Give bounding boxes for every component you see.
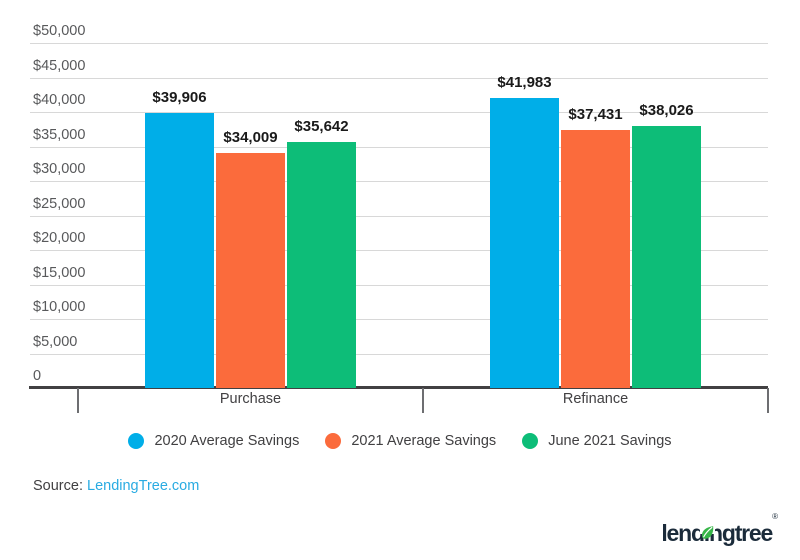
gridline <box>30 319 768 320</box>
logo-wordmark: lendingtree <box>661 519 773 546</box>
legend-item-2021-average-savings: 2021 Average Savings <box>325 433 496 449</box>
legend-swatch-icon <box>325 433 342 449</box>
y-axis-tick-label: $5,000 <box>33 333 78 350</box>
legend-label: June 2021 Savings <box>548 433 672 449</box>
y-axis-tick-label: $15,000 <box>33 264 86 281</box>
bar-2021-average-savings-purchase <box>216 153 285 388</box>
y-axis-tick-label: $50,000 <box>33 23 86 39</box>
bar-june-2021-savings-refinance <box>632 125 701 388</box>
gridline <box>30 43 768 44</box>
y-axis-tick-label: $30,000 <box>33 161 86 177</box>
source-link[interactable]: LendingTree.com <box>87 478 200 494</box>
gridline <box>30 77 768 79</box>
bar-value-label: $41,983 <box>497 74 552 92</box>
bar-2020-average-savings-purchase <box>145 112 214 388</box>
x-axis-tick <box>422 388 424 413</box>
gridline <box>30 353 768 355</box>
x-axis-category-label-purchase: Purchase <box>219 391 282 407</box>
gridline <box>30 250 768 251</box>
y-axis-tick-label: $45,000 <box>33 57 86 74</box>
legend-label: 2020 Average Savings <box>154 433 300 449</box>
y-axis-tick-label: $40,000 <box>33 92 86 108</box>
leaf-icon <box>700 519 716 539</box>
y-axis-tick-label: $10,000 <box>33 299 86 315</box>
y-axis-tick-label: $35,000 <box>33 126 86 143</box>
gridline <box>30 284 768 286</box>
y-axis-tick-label: $20,000 <box>33 230 86 246</box>
registered-mark: ® <box>772 512 778 521</box>
bar-value-label: $38,026 <box>639 101 694 119</box>
bar-2021-average-savings-refinance <box>561 129 630 388</box>
gridline <box>30 181 768 182</box>
x-axis-tick <box>767 388 769 413</box>
bar-value-label: $35,642 <box>294 118 349 136</box>
y-axis-tick-label: 0 <box>33 368 42 384</box>
bar-value-label: $39,906 <box>152 88 207 106</box>
legend-swatch-icon <box>522 433 539 449</box>
source-line: Source: LendingTree.com <box>33 478 199 494</box>
x-axis-tick <box>77 388 79 413</box>
legend-swatch-icon <box>128 433 145 449</box>
source-label: Source: <box>33 478 83 494</box>
legend-label: 2021 Average Savings <box>351 433 497 449</box>
bar-june-2021-savings-purchase <box>287 142 356 388</box>
lendingtree-logo: lendingtree ® <box>661 510 778 546</box>
y-axis-tick-label: $25,000 <box>33 195 86 212</box>
legend: 2020 Average Savings 2021 Average Savings… <box>0 433 800 449</box>
legend-item-2020-average-savings: 2020 Average Savings <box>128 433 299 449</box>
x-axis-line <box>29 386 768 389</box>
bar-value-label: $37,431 <box>568 105 623 123</box>
bar-value-label: $34,009 <box>223 129 278 147</box>
legend-item-june-2021-savings: June 2021 Savings <box>522 433 672 449</box>
bar-2020-average-savings-refinance <box>490 98 559 388</box>
gridline <box>30 215 768 217</box>
x-axis-category-label-refinance: Refinance <box>562 391 629 407</box>
gridline <box>30 112 768 113</box>
gridline <box>30 146 768 148</box>
